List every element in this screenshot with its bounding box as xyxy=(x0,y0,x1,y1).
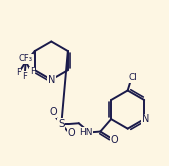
Text: S: S xyxy=(58,119,65,129)
Text: F: F xyxy=(30,67,35,76)
Text: Cl: Cl xyxy=(129,73,137,82)
Text: HN: HN xyxy=(79,128,93,137)
Text: O: O xyxy=(67,128,75,138)
Text: F: F xyxy=(22,72,27,81)
Text: O: O xyxy=(49,107,57,118)
Text: CF₃: CF₃ xyxy=(19,54,33,63)
Text: N: N xyxy=(48,75,55,85)
Text: N: N xyxy=(142,114,149,124)
Text: O: O xyxy=(111,134,119,145)
Text: F: F xyxy=(16,68,21,78)
